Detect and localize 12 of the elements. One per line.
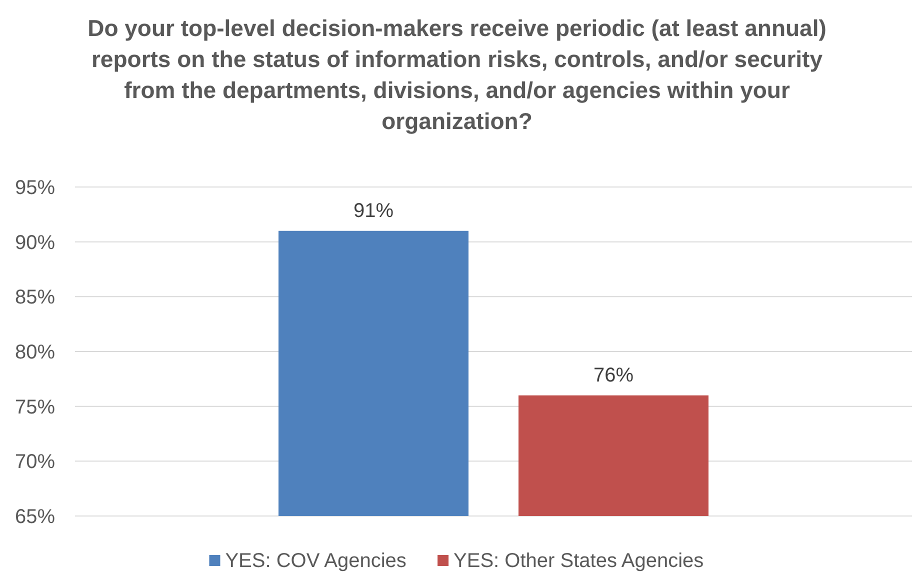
- y-tick-label: 65%: [14, 506, 56, 528]
- y-tick-label: 70%: [14, 451, 56, 474]
- data-label: 76%: [593, 364, 634, 386]
- legend-label: YES: COV Agencies: [225, 550, 406, 572]
- data-label: 91%: [353, 200, 394, 222]
- y-tick-label: 80%: [14, 342, 56, 364]
- y-tick-label: 85%: [14, 286, 56, 309]
- y-tick-label: 95%: [14, 177, 56, 199]
- chart-title: Do your top-level decision-makers receive periodic (at least annual) reports on the status of information risks, controls, and/or security from the departments, divisions, and/or agencies within your organization?: [88, 15, 826, 134]
- y-tick-label: 90%: [14, 232, 56, 254]
- legend-label: YES: Other States Agencies: [454, 550, 704, 572]
- y-tick-label: 75%: [14, 396, 56, 418]
